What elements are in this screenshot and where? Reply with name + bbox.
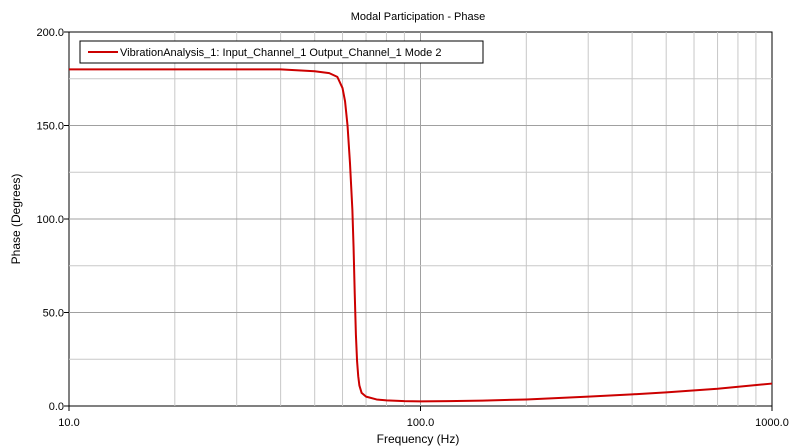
y-tick-label: 50.0 — [43, 308, 64, 320]
series-line — [69, 68, 773, 403]
y-tick-label: 200.0 — [36, 27, 64, 39]
legend-box — [79, 40, 484, 64]
x-tick-label: 1000.0 — [755, 417, 789, 429]
y-axis-label: Phase (Degrees) — [9, 174, 23, 265]
grid-lines — [69, 32, 772, 406]
y-tick-label: 0.0 — [49, 401, 64, 413]
legend: VibrationAnalysis_1: Input_Channel_1 Out… — [79, 40, 484, 64]
x-tick-label: 10.0 — [58, 417, 79, 429]
series-lines — [69, 68, 773, 403]
axis-ticks: 10.0 100.0 1000.0 0.0 50.0 100.0 150.0 200.0 — [36, 27, 788, 429]
legend-label: VibrationAnalysis_1: Input_Channel_1 Out… — [120, 47, 441, 59]
y-tick-label: 100.0 — [36, 214, 64, 226]
y-tick-label: 150.0 — [36, 121, 64, 133]
x-axis-label: Frequency (Hz) — [377, 432, 460, 446]
chart-title: Modal Participation - Phase — [351, 11, 486, 23]
x-tick-label: 100.0 — [407, 417, 435, 429]
